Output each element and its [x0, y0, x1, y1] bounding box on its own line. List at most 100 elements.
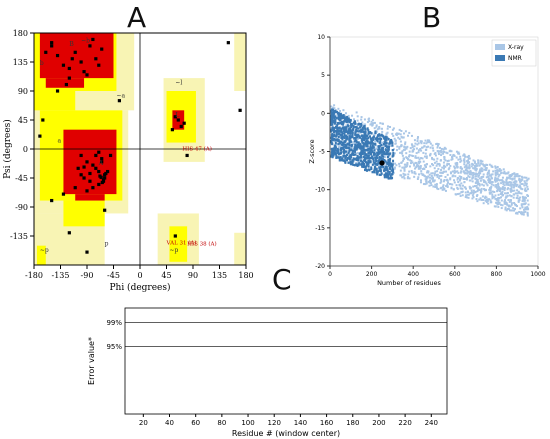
xray-point	[435, 186, 438, 189]
xray-point	[333, 107, 336, 110]
nmr-point	[348, 144, 351, 147]
xray-point	[393, 137, 396, 140]
xray-point	[351, 114, 354, 117]
nmr-point	[392, 159, 395, 163]
xray-point	[415, 156, 418, 159]
nmr-point	[340, 127, 343, 131]
xray-point	[429, 146, 432, 149]
xray-point	[523, 202, 526, 205]
xray-point	[359, 131, 362, 134]
residue-point	[50, 44, 54, 48]
xray-point	[504, 208, 507, 211]
xray-point	[357, 137, 360, 140]
nmr-point	[373, 165, 376, 169]
xray-point	[472, 196, 475, 199]
xray-point	[420, 146, 423, 149]
xray-point	[442, 152, 445, 155]
xray-point	[466, 190, 469, 193]
nmr-point	[371, 140, 374, 144]
nmr-point	[378, 156, 381, 159]
nmr-point	[344, 156, 347, 160]
nmr-point	[378, 152, 381, 155]
xray-point	[526, 199, 529, 202]
xray-point	[491, 190, 494, 193]
xray-point	[397, 136, 400, 139]
xray-point	[429, 182, 432, 185]
nmr-point	[359, 129, 362, 133]
xray-point	[516, 205, 519, 208]
xray-point	[330, 126, 333, 129]
xray-point	[459, 157, 462, 160]
xray-point	[505, 196, 508, 199]
nmr-point	[380, 151, 383, 154]
xray-point	[476, 178, 479, 181]
xray-point	[415, 166, 418, 169]
xray-point	[411, 150, 414, 153]
xray-point	[516, 194, 519, 197]
xray-point	[525, 182, 528, 185]
xray-point	[474, 190, 477, 193]
xray-point	[378, 127, 381, 130]
xray-point	[458, 178, 461, 181]
xray-point	[408, 150, 411, 153]
xray-point	[466, 160, 469, 163]
nmr-point	[356, 155, 359, 159]
xray-point	[443, 179, 446, 182]
nmr-point	[330, 109, 333, 113]
xray-point	[404, 173, 407, 176]
xray-point	[509, 181, 512, 184]
nmr-point	[343, 134, 346, 137]
xray-point	[464, 191, 467, 194]
xray-point	[428, 181, 431, 184]
xray-point	[498, 169, 501, 172]
xray-point	[422, 151, 425, 154]
xray-point	[431, 180, 434, 183]
nmr-point	[366, 140, 369, 143]
xray-point	[494, 194, 497, 197]
nmr-point	[366, 156, 369, 160]
nmr-point	[380, 148, 383, 152]
nmr-point	[350, 144, 353, 148]
xray-point	[484, 195, 487, 198]
xray-point	[408, 131, 411, 134]
nmr-point	[333, 122, 336, 125]
residue-point	[55, 53, 60, 58]
xray-point	[394, 142, 397, 145]
nmr-point	[334, 109, 337, 113]
xray-point	[425, 180, 428, 183]
xray-point	[522, 203, 525, 206]
xray-point	[416, 178, 419, 181]
nmr-point	[339, 152, 342, 155]
xray-point	[520, 183, 523, 186]
xray-point	[460, 176, 463, 179]
residue-point	[85, 73, 89, 77]
nmr-point	[342, 114, 345, 117]
nmr-point	[389, 176, 392, 180]
xray-point	[391, 161, 394, 164]
xray-point	[480, 176, 483, 179]
xray-point	[481, 167, 484, 170]
xray-point	[442, 161, 445, 164]
nmr-point	[382, 149, 385, 152]
xray-point	[496, 203, 499, 206]
xray-point	[431, 179, 434, 182]
nmr-point	[372, 142, 375, 145]
xray-point	[428, 184, 431, 187]
xray-point	[501, 188, 504, 191]
xray-point	[407, 173, 410, 176]
xray-point	[465, 176, 468, 179]
xray-point	[473, 167, 476, 170]
xray-point	[494, 174, 497, 177]
nmr-point	[341, 133, 344, 137]
xray-point	[423, 145, 426, 148]
residue-point	[185, 153, 189, 158]
nmr-point	[351, 150, 354, 154]
xray-point	[440, 151, 443, 154]
nmr-point	[361, 146, 364, 150]
nmr-point	[391, 155, 394, 158]
nmr-point	[374, 130, 377, 133]
xray-point	[417, 160, 420, 163]
nmr-point	[381, 150, 384, 154]
nmr-point	[339, 141, 342, 145]
xray-point	[398, 147, 401, 150]
